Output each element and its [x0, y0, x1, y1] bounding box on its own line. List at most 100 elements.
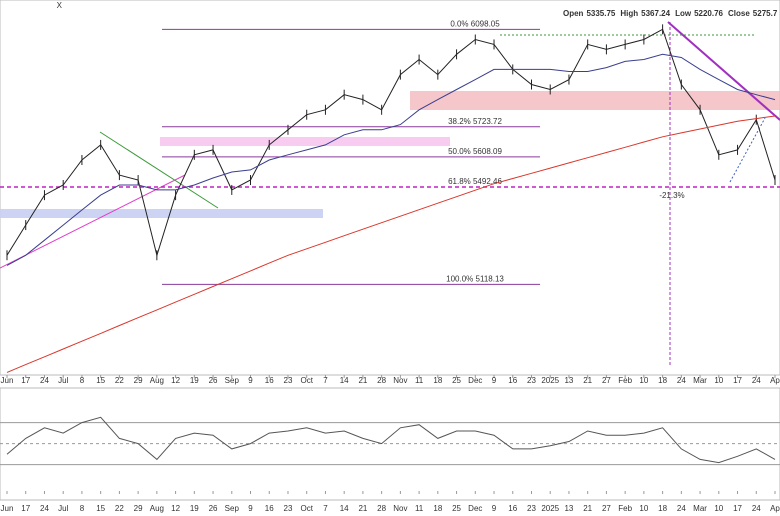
x-tick-label: Oct: [300, 504, 313, 513]
x-tick-label: 9: [492, 504, 497, 513]
zone: [160, 137, 450, 146]
x-tick-label: Dec: [468, 504, 482, 513]
header-value: 5367.24: [641, 9, 670, 18]
x-tick-label: Sep: [225, 376, 240, 385]
x-tick-label: Jun: [1, 376, 14, 385]
x-tick-label: Feb: [618, 504, 632, 513]
series-line: [6, 53, 776, 266]
x-tick-label: Nov: [393, 376, 407, 385]
x-tick-label: 21: [583, 376, 592, 385]
x-tick-label: 14: [340, 376, 349, 385]
x-tick-label: 28: [377, 376, 386, 385]
x-tick-label: 27: [602, 504, 611, 513]
x-tick-label: 21: [358, 376, 367, 385]
x-tick-label: Mar: [693, 504, 707, 513]
x-tick-label: 19: [190, 504, 199, 513]
x-tick-label: 8: [80, 376, 85, 385]
x-tick-label: 21: [583, 504, 592, 513]
series-line: [6, 416, 776, 464]
x-tick-label: 9: [248, 504, 253, 513]
x-tick-label: 16: [265, 504, 274, 513]
x-tick-label: 16: [508, 376, 517, 385]
x-tick-label: 2025: [541, 376, 559, 385]
x-tick-label: 23: [284, 504, 293, 513]
header-label: Close: [728, 9, 750, 18]
x-tick-label: Jun: [1, 504, 14, 513]
fib-label: 50.0% 5608.09: [448, 147, 502, 156]
header-label: High: [620, 9, 638, 18]
x-tick-label: 17: [733, 376, 742, 385]
x-tick-label: 16: [265, 376, 274, 385]
x-tick-label: 12: [171, 376, 180, 385]
series-line: [6, 28, 776, 258]
rsi-panel: [0, 387, 780, 501]
x-tick-label: 7: [323, 504, 328, 513]
x-tick-label: Feb: [618, 376, 632, 385]
fib-label: 0.0% 6098.05: [450, 19, 500, 28]
x-tick-label: 13: [564, 504, 573, 513]
x-tick-label: Oct: [300, 376, 313, 385]
x-tick-label: 24: [752, 376, 761, 385]
x-tick-label: 18: [433, 504, 442, 513]
header-value: 5335.75: [586, 9, 615, 18]
x-tick-label: Sep: [225, 504, 240, 513]
x-tick-label: 17: [733, 504, 742, 513]
x-tick-label: 9: [492, 376, 497, 385]
x-tick-label: 13: [564, 376, 573, 385]
x-tick-label: Jul: [58, 504, 68, 513]
x-tick-label: 11: [415, 376, 424, 385]
x-tick-label: 24: [752, 504, 761, 513]
x-tick-label: 23: [527, 376, 536, 385]
x-tick-label: 23: [527, 504, 536, 513]
x-tick-label: 27: [602, 376, 611, 385]
x-tick-label: 12: [171, 504, 180, 513]
series-line: [6, 115, 776, 373]
x-tick-label: 8: [80, 504, 85, 513]
x-tick-label: 22: [115, 376, 124, 385]
x-tick-label: Mar: [693, 376, 707, 385]
x-tick-label: 18: [658, 504, 667, 513]
x-tick-label: 29: [134, 504, 143, 513]
x-tick-label: 24: [677, 504, 686, 513]
header-label: Open: [563, 9, 584, 18]
x-tick-label: Jul: [58, 376, 68, 385]
x-tick-label: Ap: [770, 376, 780, 385]
x-tick-label: 11: [415, 504, 424, 513]
x-tick-label: 16: [508, 504, 517, 513]
header-label: Low: [675, 9, 692, 18]
x-tick-label: 18: [433, 376, 442, 385]
x-tick-label: 25: [452, 504, 461, 513]
resistance-zone: [410, 91, 780, 110]
x-tick-label: Aug: [150, 504, 164, 513]
fib-label: 38.2% 5723.72: [448, 117, 502, 126]
x-tick-label: 10: [714, 504, 723, 513]
x-tick-label: 24: [40, 504, 49, 513]
header-value: 5275.7: [753, 9, 778, 18]
x-tick-label: 10: [639, 504, 648, 513]
x-tick-label: 9: [248, 376, 253, 385]
x-tick-label: 15: [96, 504, 105, 513]
x-tick-label: 15: [96, 376, 105, 385]
x-tick-label: 29: [134, 376, 143, 385]
x-tick-label: 14: [340, 504, 349, 513]
x-tick-label: 23: [284, 376, 293, 385]
trend-line: [667, 21, 780, 121]
x-tick-label: 17: [21, 504, 30, 513]
zone: [0, 209, 323, 218]
header-value: 5220.76: [694, 9, 723, 18]
x-tick-label: Aug: [150, 376, 164, 385]
price-panel: [0, 0, 780, 376]
x-tick-label: Ap: [770, 504, 780, 513]
annotation: -21.3%: [659, 191, 684, 200]
x-tick-label: 10: [639, 376, 648, 385]
x-tick-label: 25: [452, 376, 461, 385]
fib-label: 100.0% 5118.13: [446, 274, 504, 283]
x-tick-label: 24: [677, 376, 686, 385]
x-tick-label: 2025: [541, 504, 559, 513]
x-tick-label: 28: [377, 504, 386, 513]
x-tick-label: 21: [358, 504, 367, 513]
x-tick-label: Dec: [468, 376, 482, 385]
